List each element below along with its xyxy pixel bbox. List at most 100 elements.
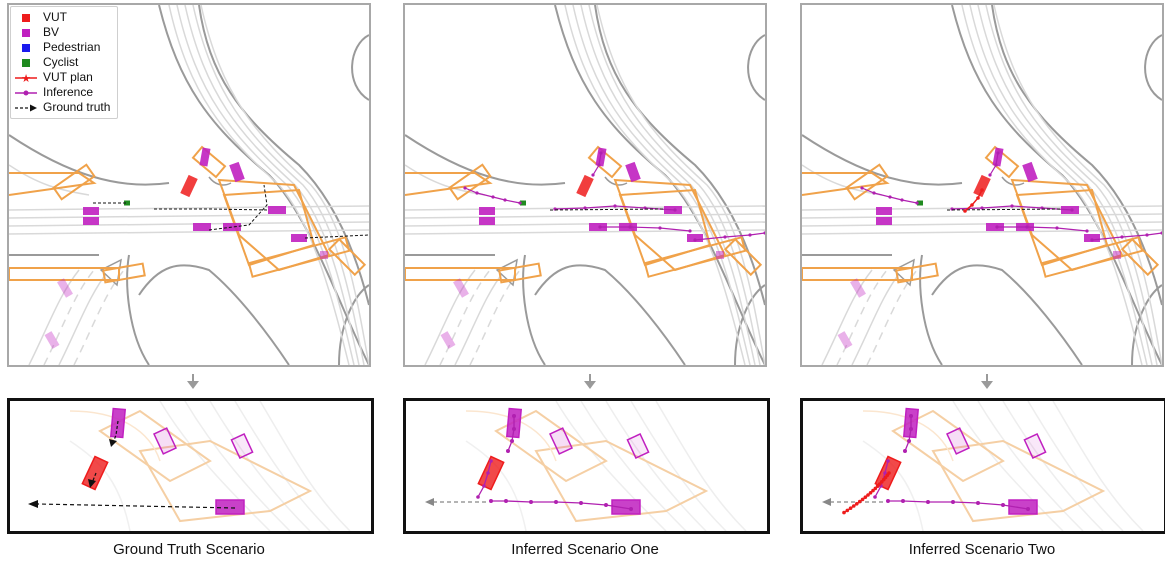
lane-line: [9, 164, 90, 196]
cyclist-marker: [124, 200, 130, 206]
lane-line: [969, 5, 1148, 365]
lane-line: [862, 440, 924, 531]
vut-plan-point: [877, 482, 882, 486]
lane-outline: [984, 145, 1020, 179]
vut-plan-point: [860, 497, 865, 502]
inference-point: [476, 495, 480, 499]
svg-text:★: ★: [21, 72, 31, 84]
scene-panel-inferred-two: [800, 3, 1164, 367]
inference-point: [1145, 233, 1149, 237]
inference-point: [873, 495, 877, 499]
vut-vehicle: [973, 174, 991, 198]
vut-plan-point: [866, 493, 870, 497]
bv-vehicle: [1022, 161, 1038, 183]
arrow-head-icon: [88, 479, 96, 488]
lane-outline: [405, 172, 493, 196]
road-edge: [991, 5, 1162, 306]
lane-outline: [723, 237, 763, 277]
vut-plan-path: [964, 189, 983, 212]
inference-path: [694, 232, 765, 241]
scene-map-inferred-two: [802, 5, 1162, 365]
inference-path: [477, 460, 492, 498]
inference-point: [926, 500, 930, 504]
lane-line: [405, 221, 765, 227]
lane-line: [424, 269, 476, 365]
road-edge: [1144, 34, 1162, 101]
inference-point: [463, 186, 467, 190]
inference-point: [1085, 229, 1089, 233]
road-edge: [198, 5, 369, 306]
zoom-view-inferred-one: [425, 401, 747, 531]
inference-point: [903, 449, 907, 453]
lane-line: [9, 221, 369, 227]
bv-vehicle: [223, 223, 241, 231]
zoom-view-inferred-two: [822, 401, 1144, 531]
inference-point: [583, 206, 587, 210]
ground-truth-path: [208, 184, 268, 231]
ground-truth-path: [946, 208, 1063, 211]
road-edge: [522, 254, 546, 365]
lane-line: [961, 5, 1143, 365]
bv-vehicle-faded: [44, 331, 60, 349]
pedestrian-marker: [716, 251, 724, 259]
lane-line: [802, 221, 1162, 227]
road-edge: [1001, 176, 1025, 186]
bv-vehicle: [992, 147, 1004, 167]
inference-point: [489, 499, 493, 503]
lane-outline: [138, 439, 313, 523]
vut-plan-point: [845, 508, 850, 513]
vut-plan-point: [848, 506, 853, 510]
vut-plan-point: [980, 188, 984, 192]
road-edge: [138, 264, 290, 365]
lane-line: [977, 401, 1084, 531]
road-edge: [919, 254, 943, 365]
pedestrian-marker: [320, 251, 328, 259]
lane-line: [9, 229, 369, 235]
lane-outline: [845, 163, 889, 201]
legend-item-pedestrian: Pedestrian: [15, 40, 110, 55]
road-edge: [338, 284, 369, 365]
bv-vehicle: [193, 223, 211, 231]
bv-vehicle: [229, 161, 245, 183]
lane-line: [234, 401, 331, 531]
lane-line: [851, 269, 903, 365]
inference-point: [491, 195, 495, 199]
inference-point: [629, 507, 633, 511]
lane-line: [572, 5, 751, 365]
lane-line: [1002, 401, 1104, 531]
lane-outline: [327, 237, 367, 277]
lane-outline: [1040, 236, 1144, 278]
inference-point: [1160, 231, 1162, 235]
inference-point: [1070, 208, 1074, 212]
lane-line: [209, 401, 311, 531]
inference-point: [1055, 226, 1059, 230]
lane-outline: [69, 410, 161, 462]
lane-line: [454, 269, 506, 365]
dot-line-icon: [15, 87, 37, 99]
bv-vehicle-faded: [837, 331, 853, 349]
legend: VUT BV Pedestrian Cyclist ★ VUT plan Inf…: [10, 6, 119, 119]
road-edge: [208, 176, 232, 186]
bv-vehicle: [215, 499, 245, 515]
inference-path: [904, 416, 912, 452]
road-edge: [9, 134, 170, 186]
cyclist-square-icon: [15, 57, 37, 69]
bv-vehicle: [687, 234, 703, 242]
zoom-panel-inferred-one: [403, 398, 770, 534]
pedestrian-marker: [1113, 251, 1121, 259]
inference-path: [997, 226, 1088, 232]
legend-label: Inference: [43, 85, 94, 99]
legend-label: VUT plan: [43, 70, 93, 84]
inference-point: [512, 427, 516, 431]
star-line-icon: ★: [15, 72, 37, 84]
bv-vehicle-faded: [153, 427, 177, 455]
bv-vehicle-faded: [549, 427, 573, 455]
inference-point: [529, 500, 533, 504]
lane-line: [555, 401, 667, 531]
zoom-panel-inferred-two: [800, 398, 1165, 534]
lane-outline: [465, 410, 557, 462]
bv-vehicle: [986, 223, 1004, 231]
bv-vehicle: [199, 147, 211, 167]
inference-point: [475, 191, 479, 195]
lane-outline: [895, 262, 939, 284]
